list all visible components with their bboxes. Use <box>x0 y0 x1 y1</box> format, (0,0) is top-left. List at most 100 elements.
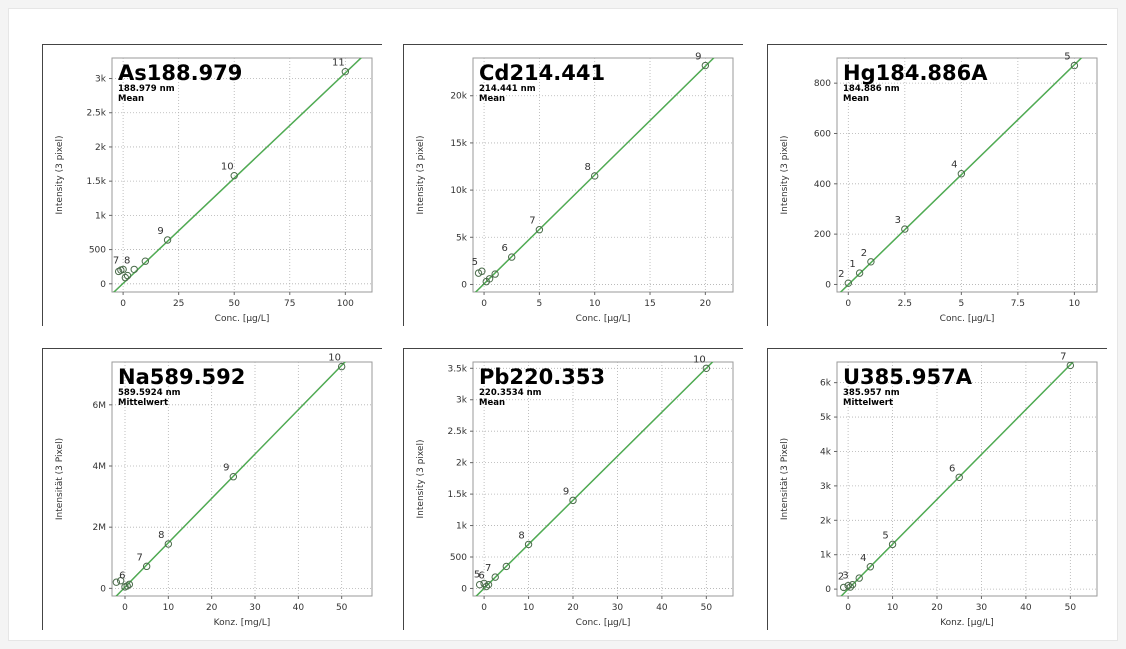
data-point <box>123 582 131 590</box>
calibration-fit-line-shadow <box>474 58 714 292</box>
data-point <box>121 273 130 282</box>
data-point-label: 5 <box>472 257 478 268</box>
data-point-label: 2 <box>838 572 844 583</box>
x-tick-label: 20 <box>206 603 218 613</box>
data-point <box>867 258 875 266</box>
data-point <box>508 253 516 261</box>
data-point-label: 5 <box>474 569 480 580</box>
x-tick-label: 50 <box>1065 603 1077 613</box>
data-point <box>141 257 150 265</box>
y-tick-label: 3k <box>456 396 468 406</box>
data-point-label: 7 <box>136 552 142 563</box>
y-tick-label: 500 <box>450 553 467 563</box>
calibration-chart-panel: 0 5 10 15 20 0 5k 10k 15k 20k Conc. [µg/L] Intensit… <box>403 44 743 326</box>
x-axis-label: Conc. [µg/L] <box>576 618 631 628</box>
y-tick-label: 2M <box>93 523 107 533</box>
y-tick-label: 800 <box>814 79 831 89</box>
chart-subtitle-wavelength: 184.886 nm <box>843 84 900 94</box>
data-point-label: 6 <box>502 243 508 254</box>
plot-contents <box>474 58 715 292</box>
y-tick-label: 6M <box>93 401 107 411</box>
y-tick-label: 400 <box>814 180 831 190</box>
x-tick-label: 10 <box>163 603 175 613</box>
x-tick-label: 0 <box>120 299 126 309</box>
y-tick-label: 2.5k <box>447 427 467 437</box>
data-point-label: 8 <box>518 530 524 541</box>
y-tick-label: 3k <box>820 482 832 492</box>
y-tick-label: 1.5k <box>86 177 106 187</box>
data-point-label: 7 <box>529 216 535 227</box>
chart-svg: 0 2.5 5 7.5 10 0 200 400 600 800 Conc. [µg/L] Inten… <box>767 44 1107 326</box>
data-point <box>866 563 875 571</box>
x-tick-label: 15 <box>644 299 655 309</box>
data-point-label: 8 <box>585 162 591 173</box>
x-axis-label: Conc. [µg/L] <box>215 314 270 324</box>
data-point-label: 9 <box>563 486 569 497</box>
plot-contents <box>839 58 1083 292</box>
data-point <box>844 279 853 287</box>
y-tick-label: 20k <box>450 92 467 102</box>
data-point <box>164 540 173 548</box>
calibration-chart-panel: 0 10 20 30 40 50 0 500 1k 1.5k 2k 2.5k 3k 3.5k Conc. [… <box>403 348 743 630</box>
data-point <box>229 473 238 481</box>
x-tick-label: 10 <box>887 603 899 613</box>
y-tick-label: 6k <box>820 379 832 389</box>
y-tick-label: 5k <box>456 233 468 243</box>
data-point-label: 6 <box>949 463 955 474</box>
data-point <box>163 236 172 244</box>
y-tick-label: 2k <box>456 459 468 469</box>
data-point-label: 10 <box>328 353 341 364</box>
chart-subtitle-wavelength: 220.3534 nm <box>479 388 542 398</box>
data-point <box>591 172 599 180</box>
y-axis-label: Intensity (3 pixel) <box>416 440 426 519</box>
calibration-fit-line <box>475 362 714 596</box>
x-tick-label: 100 <box>337 299 354 309</box>
y-tick-label: 600 <box>814 129 831 139</box>
y-tick-label: 0 <box>825 585 831 595</box>
data-point-label: 6 <box>478 571 484 582</box>
x-tick-label: 30 <box>612 603 624 613</box>
data-point <box>112 578 121 586</box>
data-point <box>491 573 499 581</box>
calibration-chart-panel: 0 10 20 30 40 50 0 1k 2k 3k 4k 5k 6k Konz. [µg/L] Inte… <box>767 348 1107 630</box>
x-axis-label: Konz. [mg/L] <box>214 618 271 628</box>
chart-svg: 0 10 20 30 40 50 0 1k 2k 3k 4k 5k 6k Konz. [µg/L] Inte… <box>767 348 1107 630</box>
data-point-label: 10 <box>221 162 234 173</box>
y-tick-label: 0 <box>825 280 831 290</box>
data-point-label: 5 <box>1064 52 1070 63</box>
calibration-fit-line-shadow <box>839 58 1081 292</box>
chart-title: Hg184.886A <box>843 61 988 85</box>
y-tick-label: 3.5k <box>447 364 467 374</box>
y-axis-label: Intensität (3 Pixel) <box>780 438 790 520</box>
data-point <box>957 170 966 178</box>
x-axis-label: Konz. [µg/L] <box>940 618 994 628</box>
y-tick-label: 0 <box>461 584 467 594</box>
data-point <box>502 562 511 571</box>
data-point-label: 8 <box>158 530 164 541</box>
chart-svg: 0 5 10 15 20 0 5k 10k 15k 20k Conc. [µg/L] Intensit… <box>403 44 743 326</box>
chart-svg: 0 25 50 75 100 0 500 1k 1.5k 2k 2.5k 3k Conc. [µg/L]… <box>42 44 382 326</box>
x-tick-label: 0 <box>481 299 487 309</box>
data-point <box>125 580 134 589</box>
data-point <box>901 225 909 233</box>
chart-subtitle-mode: Mean <box>479 94 505 104</box>
data-point <box>478 267 486 275</box>
y-tick-label: 2.5k <box>86 109 106 119</box>
y-tick-label: 1k <box>456 522 468 532</box>
plot-contents <box>475 362 714 596</box>
y-tick-label: 1k <box>95 211 107 221</box>
chart-svg: 0 10 20 30 40 50 0 2M 4M 6M Konz. [mg/L] Intensität… <box>42 348 382 630</box>
data-point-label: 7 <box>1060 351 1066 362</box>
data-point <box>119 265 127 274</box>
data-point-label: 2 <box>861 248 867 259</box>
chart-title: Na589.592 <box>118 365 245 389</box>
data-point <box>888 540 897 549</box>
data-point <box>130 265 138 274</box>
chart-subtitle-wavelength: 589.5924 nm <box>118 388 181 398</box>
chart-title: U385.957A <box>843 365 973 389</box>
x-tick-label: 25 <box>173 299 184 309</box>
x-tick-label: 0 <box>845 603 851 613</box>
chart-subtitle-wavelength: 188.979 nm <box>118 84 175 94</box>
data-point-label: 9 <box>223 463 229 474</box>
